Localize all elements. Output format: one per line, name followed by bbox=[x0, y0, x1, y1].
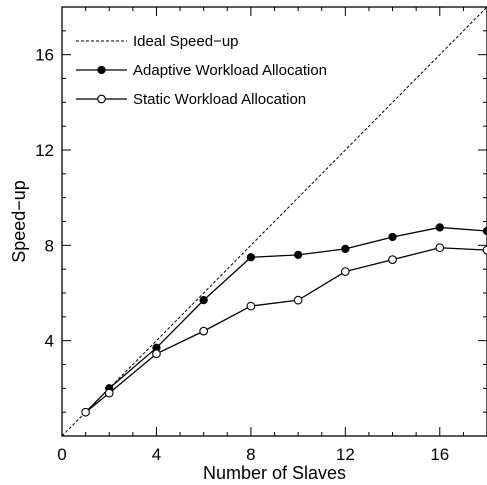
data-point bbox=[388, 255, 397, 264]
series-layer bbox=[62, 7, 487, 436]
legend-marker bbox=[97, 65, 106, 75]
data-point bbox=[104, 388, 114, 398]
data-point bbox=[199, 326, 209, 336]
series-3 bbox=[81, 243, 487, 417]
legend-label: Adaptive Workload Allocation bbox=[133, 62, 327, 79]
y-tick-label: 16 bbox=[35, 46, 54, 65]
data-point bbox=[293, 295, 303, 305]
data-point bbox=[340, 267, 350, 276]
data-point bbox=[199, 295, 208, 305]
data-point bbox=[293, 250, 303, 260]
x-tick-label: 8 bbox=[246, 445, 255, 464]
legend: Ideal Speed−up Adaptive Workload Allocati… bbox=[76, 33, 327, 108]
x-axis-title: Number of Slaves bbox=[203, 463, 346, 483]
series-2 bbox=[81, 223, 487, 417]
data-point bbox=[81, 407, 90, 417]
y-tick-label: 4 bbox=[45, 332, 54, 351]
x-tick-label: 12 bbox=[336, 445, 355, 464]
x-tick-label: 4 bbox=[152, 445, 161, 464]
legend-label: Static Workload Allocation bbox=[133, 91, 306, 108]
series-line bbox=[85, 247, 487, 413]
data-point bbox=[482, 245, 487, 255]
data-point bbox=[482, 226, 487, 236]
data-point bbox=[435, 243, 445, 253]
y-axis-title: Speed−up bbox=[9, 180, 29, 263]
data-point bbox=[246, 301, 256, 311]
data-point bbox=[341, 244, 350, 254]
data-point bbox=[246, 253, 256, 262]
legend-label: Ideal Speed−up bbox=[133, 33, 239, 50]
legend-marker bbox=[97, 94, 106, 104]
data-point bbox=[388, 232, 397, 242]
x-tick-label: 16 bbox=[430, 445, 449, 464]
series-line bbox=[85, 226, 487, 413]
data-point bbox=[152, 349, 161, 359]
series-1 bbox=[62, 7, 487, 436]
series-line bbox=[62, 7, 487, 436]
y-tick-label: 8 bbox=[45, 236, 54, 255]
data-point bbox=[435, 223, 444, 232]
x-tick-label: 0 bbox=[57, 445, 66, 464]
plot-area: 0 4 8 12 16 4 8 12 16 bbox=[35, 6, 487, 464]
y-tick-label: 12 bbox=[35, 141, 54, 160]
